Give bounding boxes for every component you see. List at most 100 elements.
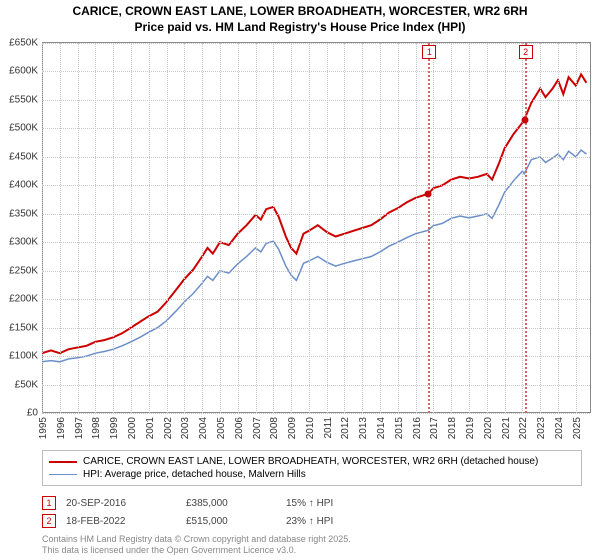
gridline-h	[42, 413, 590, 414]
x-tick-label: 2006	[234, 417, 245, 439]
footer-line2: This data is licensed under the Open Gov…	[42, 545, 351, 556]
y-tick-label: £600K	[9, 66, 38, 77]
y-tick-label: £100K	[9, 351, 38, 362]
y-tick-label: £650K	[9, 38, 38, 49]
gridline-v	[451, 43, 452, 413]
gridline-v	[95, 43, 96, 413]
x-tick-label: 2025	[572, 417, 583, 439]
gridline-v	[78, 43, 79, 413]
gridline-h	[42, 43, 590, 44]
sale-date: 18-FEB-2022	[66, 516, 176, 527]
y-tick-label: £200K	[9, 294, 38, 305]
x-tick-label: 1996	[56, 417, 67, 439]
gridline-h	[42, 242, 590, 243]
y-tick-label: £500K	[9, 123, 38, 134]
gridline-v	[416, 43, 417, 413]
gridline-h	[42, 356, 590, 357]
legend-row: HPI: Average price, detached house, Malv…	[49, 468, 575, 481]
gridline-v	[362, 43, 363, 413]
x-tick-label: 2003	[180, 417, 191, 439]
marker-vline	[525, 43, 527, 413]
y-tick-label: £350K	[9, 208, 38, 219]
chart-title-line2: Price paid vs. HM Land Registry's House …	[0, 20, 600, 36]
x-tick-label: 2008	[269, 417, 280, 439]
gridline-v	[256, 43, 257, 413]
gridline-v	[131, 43, 132, 413]
gridline-v	[184, 43, 185, 413]
gridline-h	[42, 299, 590, 300]
gridline-v	[309, 43, 310, 413]
x-tick-label: 2015	[394, 417, 405, 439]
gridline-v	[433, 43, 434, 413]
gridline-v	[380, 43, 381, 413]
x-tick-label: 1997	[74, 417, 85, 439]
y-tick-label: £150K	[9, 322, 38, 333]
gridline-h	[42, 71, 590, 72]
gridline-v	[398, 43, 399, 413]
marker-label: 2	[519, 45, 533, 59]
x-tick-label: 2019	[465, 417, 476, 439]
x-tick-label: 1999	[109, 417, 120, 439]
x-tick-label: 2016	[412, 417, 423, 439]
x-tick-label: 2017	[429, 417, 440, 439]
x-tick-label: 2001	[145, 417, 156, 439]
gridline-h	[42, 157, 590, 158]
x-tick-label: 2007	[252, 417, 263, 439]
sale-hpi: 15% ↑ HPI	[286, 498, 376, 509]
x-tick-label: 1998	[91, 417, 102, 439]
x-tick-label: 2018	[447, 417, 458, 439]
x-tick-label: 2005	[216, 417, 227, 439]
sale-marker: 1	[42, 496, 56, 510]
x-tick-label: 2011	[323, 417, 334, 439]
chart-title-block: CARICE, CROWN EAST LANE, LOWER BROADHEAT…	[0, 0, 600, 37]
x-tick-label: 2020	[483, 417, 494, 439]
gridline-h	[42, 128, 590, 129]
y-tick-label: £400K	[9, 180, 38, 191]
marker-dot	[425, 190, 432, 197]
legend-swatch-hpi	[49, 474, 77, 475]
gridline-v	[327, 43, 328, 413]
gridline-v	[202, 43, 203, 413]
y-tick-label: £50K	[15, 379, 38, 390]
sale-price: £515,000	[186, 516, 276, 527]
x-tick-label: 2023	[536, 417, 547, 439]
chart-lines-svg	[42, 43, 590, 413]
footer-line1: Contains HM Land Registry data © Crown c…	[42, 534, 351, 545]
chart-title-line1: CARICE, CROWN EAST LANE, LOWER BROADHEAT…	[0, 4, 600, 20]
x-tick-label: 2010	[305, 417, 316, 439]
sale-marker: 2	[42, 514, 56, 528]
x-tick-label: 1995	[38, 417, 49, 439]
y-tick-label: £0	[27, 408, 38, 419]
gridline-v	[220, 43, 221, 413]
legend-label: HPI: Average price, detached house, Malv…	[83, 469, 306, 480]
gridline-h	[42, 185, 590, 186]
x-tick-label: 2013	[358, 417, 369, 439]
x-tick-label: 2004	[198, 417, 209, 439]
gridline-h	[42, 271, 590, 272]
x-tick-label: 2014	[376, 417, 387, 439]
x-tick-label: 2024	[554, 417, 565, 439]
sales-table: 1 20-SEP-2016 £385,000 15% ↑ HPI 2 18-FE…	[42, 494, 582, 530]
gridline-v	[487, 43, 488, 413]
gridline-v	[558, 43, 559, 413]
gridline-v	[149, 43, 150, 413]
legend-swatch-property	[49, 461, 77, 463]
gridline-v	[273, 43, 274, 413]
gridline-v	[522, 43, 523, 413]
gridline-h	[42, 100, 590, 101]
y-tick-label: £250K	[9, 265, 38, 276]
gridline-v	[60, 43, 61, 413]
marker-vline	[428, 43, 430, 413]
table-row: 2 18-FEB-2022 £515,000 23% ↑ HPI	[42, 512, 582, 530]
gridline-v	[344, 43, 345, 413]
gridline-h	[42, 385, 590, 386]
x-tick-label: 2000	[127, 417, 138, 439]
y-tick-label: £450K	[9, 151, 38, 162]
y-tick-label: £550K	[9, 94, 38, 105]
gridline-v	[576, 43, 577, 413]
gridline-h	[42, 328, 590, 329]
x-tick-label: 2009	[287, 417, 298, 439]
sale-hpi: 23% ↑ HPI	[286, 516, 376, 527]
sale-price: £385,000	[186, 498, 276, 509]
gridline-v	[42, 43, 43, 413]
